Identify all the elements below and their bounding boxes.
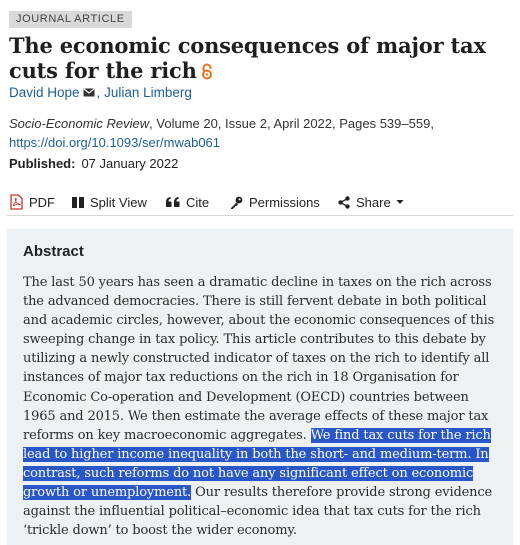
key-icon [231,196,243,209]
split-view-button[interactable]: Split View [72,191,147,213]
abstract-text-after: Our results therefore provide strong evi… [23,485,493,539]
article-toolbar: PDF Split View Cite Permissions Share [7,191,513,213]
abstract-section: Abstract The last 50 years has seen a dr… [7,229,513,545]
pdf-label: PDF [29,194,55,210]
author-link-julian-limberg[interactable]: Julian Limberg [104,85,192,100]
share-label: Share [356,194,391,210]
author-list: David Hope, Julian Limberg [9,85,192,100]
doi-link[interactable]: https://doi.org/10.1093/ser/mwab061 [9,135,221,150]
abstract-heading: Abstract [23,243,84,260]
share-icon [338,195,350,209]
chevron-down-icon [396,200,404,204]
share-button[interactable]: Share [338,191,404,213]
citation-line: Socio-Economic Review, Volume 20, Issue … [9,116,434,131]
cite-label: Cite [186,194,210,210]
published-label: Published: [9,156,76,171]
published-date: Published: 07 January 2022 [9,156,178,171]
citation-details: , Volume 20, Issue 2, April 2022, Pages … [149,116,434,131]
abstract-text: The last 50 years has seen a dramatic de… [23,273,503,540]
journal-name: Socio-Economic Review [9,116,150,131]
published-value: 07 January 2022 [81,156,179,171]
abstract-text-before: The last 50 years has seen a dramatic de… [23,275,495,443]
open-access-lock-icon [201,63,212,80]
pdf-button[interactable]: PDF [10,191,55,213]
quote-icon [166,197,180,207]
permissions-label: Permissions [249,194,320,210]
article-title: The economic consequences of major tax c… [9,33,514,83]
permissions-button[interactable]: Permissions [230,191,320,213]
article-title-text: The economic consequences of major tax c… [9,33,486,83]
email-icon[interactable] [82,88,95,97]
split-view-icon [72,196,84,208]
article-type-badge: JOURNAL ARTICLE [9,11,132,28]
cite-button[interactable]: Cite [166,191,209,213]
author-separator: , [96,85,105,100]
split-view-label: Split View [90,194,147,210]
toolbar-divider [7,215,513,216]
pdf-icon [10,194,23,210]
author-link-david-hope[interactable]: David Hope [9,85,80,100]
